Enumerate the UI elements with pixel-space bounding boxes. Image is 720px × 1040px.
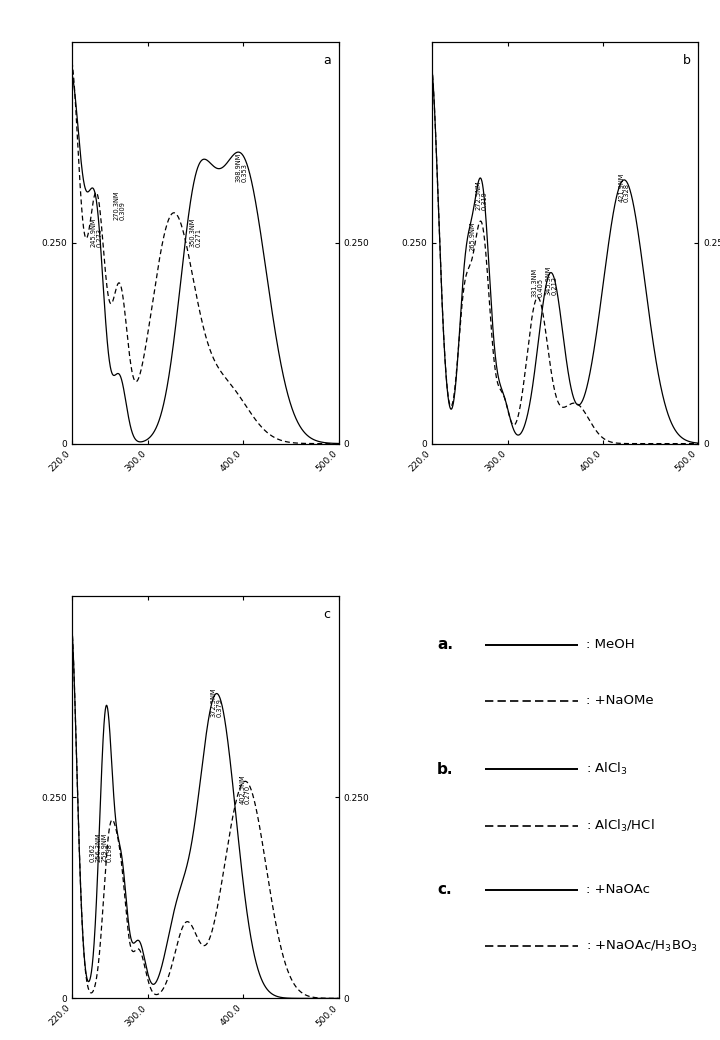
Text: 331.3NM: 331.3NM (531, 268, 538, 297)
Text: 272.5NM: 272.5NM (475, 181, 482, 210)
Text: 245.9NM: 245.9NM (91, 217, 97, 246)
Text: 372.5NM: 372.5NM (211, 687, 217, 717)
Text: b.: b. (437, 761, 454, 777)
Text: 0.319: 0.319 (481, 191, 487, 210)
Text: 0.271: 0.271 (196, 229, 202, 248)
Text: a.: a. (437, 638, 453, 652)
Text: b: b (683, 54, 690, 67)
Text: : AlCl$_3$: : AlCl$_3$ (587, 761, 628, 777)
Text: : +NaOAc: : +NaOAc (587, 883, 650, 896)
Text: 0.309: 0.309 (120, 201, 125, 220)
Text: 0.353: 0.353 (241, 162, 247, 182)
Text: : MeOH: : MeOH (587, 639, 635, 651)
Text: 0.198: 0.198 (107, 842, 113, 862)
Text: : +NaOMe: : +NaOMe (587, 695, 654, 707)
Text: c.: c. (437, 882, 452, 898)
Text: 259.9NM: 259.9NM (102, 832, 107, 862)
Text: : AlCl$_3$/HCl: : AlCl$_3$/HCl (587, 817, 655, 834)
Text: a: a (323, 54, 330, 67)
Text: 0.405: 0.405 (537, 278, 544, 297)
Text: : +NaOAc/H$_3$BO$_3$: : +NaOAc/H$_3$BO$_3$ (587, 938, 698, 954)
Text: 345.9NM: 345.9NM (546, 265, 552, 295)
Text: 398.9NM: 398.9NM (235, 152, 242, 182)
Text: 350.3NM: 350.3NM (190, 218, 196, 248)
Text: 0.379: 0.379 (217, 698, 222, 717)
Text: 402.5NM: 402.5NM (240, 774, 246, 804)
Text: c: c (323, 608, 330, 622)
Text: 421.9NM: 421.9NM (618, 173, 624, 203)
Text: 0.273: 0.273 (96, 228, 103, 246)
Text: 0.270: 0.270 (245, 785, 251, 804)
Text: 270.3NM: 270.3NM (114, 190, 120, 220)
Text: 265.9NM: 265.9NM (469, 222, 476, 251)
Text: 0.212: 0.212 (552, 276, 558, 295)
Text: 0.328: 0.328 (624, 183, 630, 203)
Text: 0.362: 0.362 (90, 842, 96, 862)
Text: 256.3NM: 256.3NM (96, 832, 102, 862)
